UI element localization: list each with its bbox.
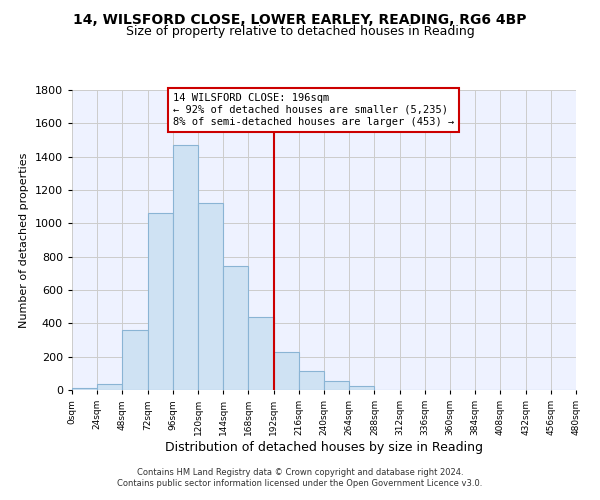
Text: 14 WILSFORD CLOSE: 196sqm
← 92% of detached houses are smaller (5,235)
8% of sem: 14 WILSFORD CLOSE: 196sqm ← 92% of detac… (173, 94, 454, 126)
Y-axis label: Number of detached properties: Number of detached properties (19, 152, 29, 328)
Bar (148, 213, 173, 390)
Bar (173, 146, 198, 390)
Bar (72, 388, 97, 390)
Bar (97, 384, 122, 390)
X-axis label: Distribution of detached houses by size in Reading: Distribution of detached houses by size … (165, 441, 483, 454)
Bar (324, 381, 349, 390)
Bar (274, 352, 299, 390)
Bar (299, 372, 324, 390)
Bar (198, 204, 223, 390)
Bar (122, 330, 148, 390)
Bar (248, 316, 274, 390)
Text: Contains HM Land Registry data © Crown copyright and database right 2024.
Contai: Contains HM Land Registry data © Crown c… (118, 468, 482, 487)
Bar (349, 386, 374, 390)
Text: Size of property relative to detached houses in Reading: Size of property relative to detached ho… (125, 25, 475, 38)
Text: 14, WILSFORD CLOSE, LOWER EARLEY, READING, RG6 4BP: 14, WILSFORD CLOSE, LOWER EARLEY, READIN… (73, 12, 527, 26)
Bar (223, 266, 248, 390)
